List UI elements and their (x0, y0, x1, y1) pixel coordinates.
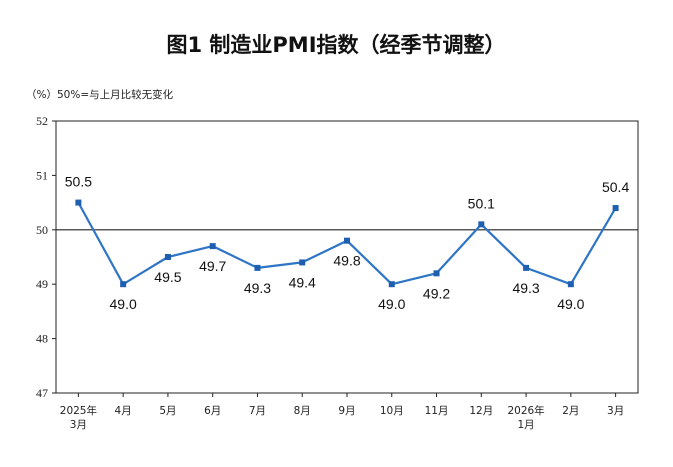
data-point (299, 259, 306, 266)
data-point (254, 264, 261, 271)
x-tick-label: 5月 (159, 405, 176, 417)
data-point (209, 243, 216, 250)
x-tick-label: 2026年 1月 (507, 404, 544, 431)
data-label: 49.3 (512, 280, 539, 296)
x-tick-label: 2025年 3月 (60, 404, 97, 431)
data-label: 49.2 (423, 285, 450, 301)
x-tick-label: 4月 (115, 405, 132, 417)
data-label: 49.0 (110, 296, 137, 312)
y-tick-label: 47 (36, 386, 48, 400)
data-point (433, 270, 440, 277)
data-point (344, 237, 350, 244)
data-point (388, 281, 395, 288)
x-tick-label: 6月 (204, 405, 221, 417)
data-point (164, 254, 171, 260)
unit-note: （%）50%=与上月比较无变化 (26, 88, 174, 101)
y-tick-label: 48 (36, 332, 48, 346)
data-label: 49.5 (154, 269, 181, 285)
data-point (478, 221, 485, 228)
y-tick-label: 51 (36, 168, 48, 182)
axes: 47 48 49 50 51 52 2025年 3月 4月 5月 6月 7月 8月 9月 10月 11月 12月… (36, 114, 639, 431)
data-label: 49.8 (333, 253, 360, 269)
data-label: 50.1 (468, 195, 495, 211)
series-layer (75, 199, 619, 288)
x-tick-label: 2月 (562, 405, 579, 417)
data-label: 49.0 (557, 296, 584, 312)
data-label: 50.5 (65, 174, 92, 190)
y-tick-label: 50 (36, 223, 48, 237)
data-point (523, 264, 530, 271)
data-label: 49.3 (244, 280, 271, 296)
data-label: 49.4 (289, 274, 316, 290)
x-tick-label: 3月 (607, 405, 624, 417)
x-tick-label: 12月 (469, 405, 493, 417)
data-point (612, 205, 619, 212)
data-label: 49.7 (199, 258, 226, 274)
data-label: 50.4 (602, 179, 629, 195)
x-tick-label: 11月 (425, 405, 449, 417)
y-tick-label: 49 (36, 277, 48, 291)
x-tick-label: 8月 (294, 405, 311, 417)
data-point (567, 281, 574, 288)
x-tick-label: 7月 (249, 405, 266, 417)
x-tick-label: 10月 (380, 405, 404, 417)
x-tick-label: 9月 (338, 405, 355, 417)
y-tick-label: 52 (36, 114, 48, 128)
chart-title: 图1 制造业PMI指数（经季节调整） (166, 33, 505, 57)
data-point (75, 199, 82, 206)
data-labels: 50.5 49.0 49.5 49.7 49.3 49.4 49.8 49.0 49.2 50.1… (65, 174, 630, 313)
data-point (120, 281, 127, 288)
data-label: 49.0 (378, 296, 405, 312)
